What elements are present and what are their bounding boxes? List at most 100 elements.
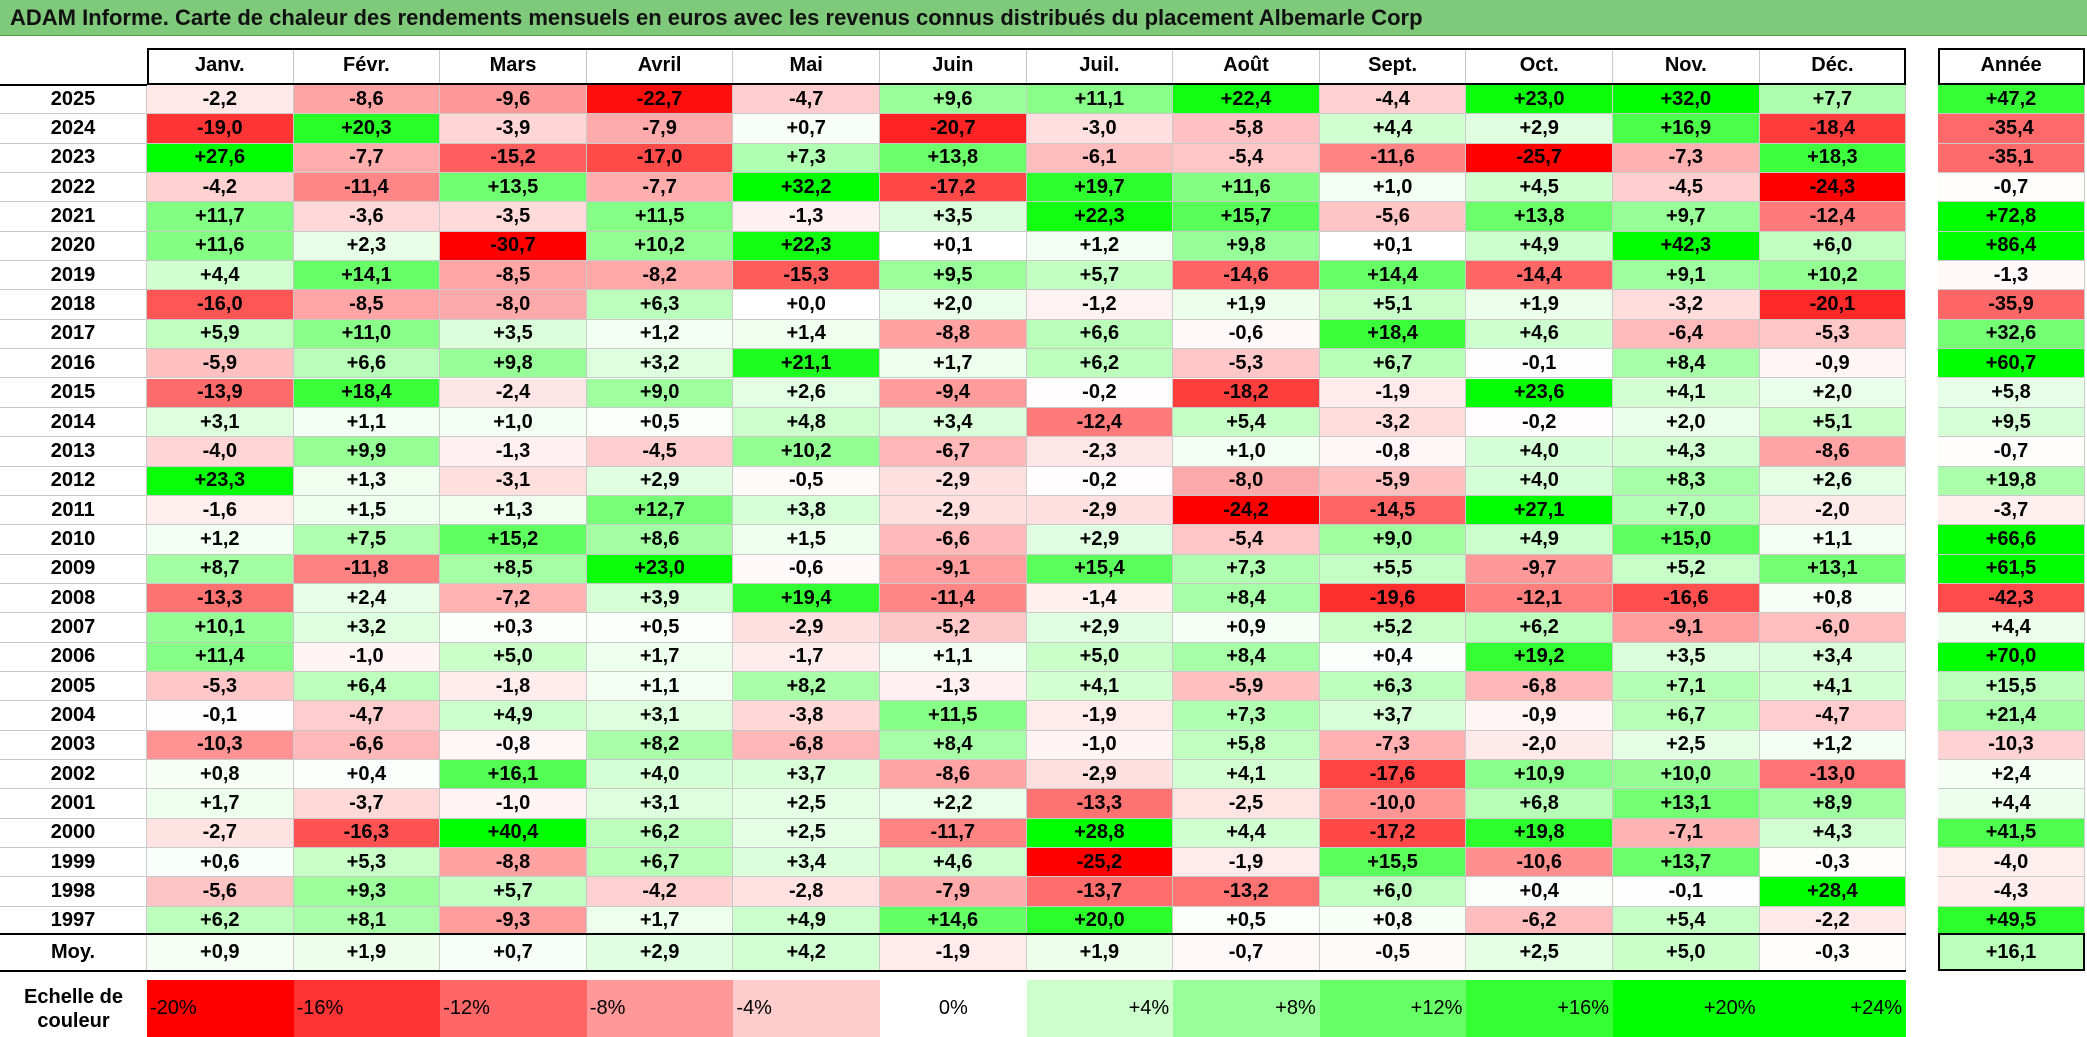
heatmap-cell: +13,1 bbox=[1613, 789, 1760, 819]
heatmap-cell: +5,3 bbox=[293, 848, 441, 878]
annual-cell: -35,9 bbox=[1938, 290, 2085, 320]
heatmap-cell: +0,9 bbox=[1173, 613, 1320, 643]
heatmap-cell: +6,4 bbox=[293, 672, 441, 702]
annual-cell: -0,7 bbox=[1938, 173, 2085, 203]
heatmap-cell: +10,2 bbox=[586, 231, 734, 262]
annual-cell: +15,5 bbox=[1938, 672, 2085, 702]
column-header-6: Juil. bbox=[1026, 48, 1174, 84]
column-header-5: Juin bbox=[880, 48, 1027, 84]
heatmap-cell: +4,4 bbox=[147, 261, 294, 291]
heatmap-cell: +6,0 bbox=[1759, 231, 1907, 262]
heatmap-cell: -7,7 bbox=[586, 173, 734, 203]
annual-cell: -0,7 bbox=[1938, 437, 2085, 467]
heatmap-cell: -5,8 bbox=[1173, 114, 1320, 144]
heatmap-cell: -18,4 bbox=[1759, 114, 1907, 144]
heatmap-cell: +1,1 bbox=[880, 642, 1027, 672]
heatmap-cell: +6,3 bbox=[1319, 672, 1467, 702]
heatmap-cell: -4,7 bbox=[293, 701, 441, 731]
heatmap-cell: -8,8 bbox=[880, 319, 1027, 350]
heatmap-cell: +4,0 bbox=[1466, 466, 1613, 496]
heatmap-cell: +2,0 bbox=[1613, 407, 1760, 438]
heatmap-cell: +0,8 bbox=[1759, 583, 1907, 614]
heatmap-cell: -11,4 bbox=[293, 173, 441, 203]
annual-cell: +9,5 bbox=[1938, 407, 2085, 438]
heatmap-cell: -5,4 bbox=[1173, 525, 1320, 555]
heatmap-cell: -4,5 bbox=[586, 437, 734, 467]
heatmap-cell: -5,6 bbox=[147, 877, 294, 907]
heatmap-cell: +9,9 bbox=[293, 437, 441, 467]
heatmap-cell: +6,2 bbox=[1026, 349, 1174, 379]
heatmap-cell: +42,3 bbox=[1613, 231, 1760, 262]
heatmap-cell: +19,2 bbox=[1466, 642, 1613, 672]
year-label: 2005 bbox=[0, 672, 147, 702]
heatmap-cell: +6,7 bbox=[586, 848, 734, 878]
heatmap-cell: -0,6 bbox=[1173, 319, 1320, 350]
heatmap-cell: -11,4 bbox=[880, 583, 1027, 614]
year-label: 2012 bbox=[0, 466, 147, 496]
annual-cell: -1,3 bbox=[1938, 261, 2085, 291]
heatmap-cell: +11,6 bbox=[147, 231, 294, 262]
heatmap-cell: +5,2 bbox=[1613, 554, 1760, 584]
heatmap-cell: +9,3 bbox=[293, 877, 441, 907]
heatmap-cell: +5,4 bbox=[1613, 906, 1760, 937]
heatmap-cell: -24,2 bbox=[1173, 495, 1320, 526]
legend-swatch: +4% bbox=[1026, 980, 1174, 1037]
heatmap-cell: -2,9 bbox=[880, 495, 1027, 526]
heatmap-cell: +15,5 bbox=[1319, 848, 1467, 878]
heatmap-cell: +5,1 bbox=[1759, 407, 1907, 438]
heatmap-cell: -14,6 bbox=[1173, 261, 1320, 291]
heatmap-cell: +3,4 bbox=[733, 848, 880, 878]
heatmap-cell: +18,3 bbox=[1759, 143, 1907, 174]
average-cell: +1,9 bbox=[1026, 934, 1174, 971]
heatmap-cell: -18,2 bbox=[1173, 378, 1320, 408]
year-label: 2022 bbox=[0, 173, 147, 203]
heatmap-cell: +1,7 bbox=[147, 789, 294, 819]
heatmap-cell: +5,4 bbox=[1173, 407, 1320, 438]
heatmap-cell: +2,5 bbox=[733, 789, 880, 819]
heatmap-cell: +3,1 bbox=[586, 701, 734, 731]
average-cell: +4,2 bbox=[733, 934, 880, 971]
heatmap-cell: +11,7 bbox=[147, 202, 294, 232]
year-label: 2000 bbox=[0, 818, 147, 849]
heatmap-cell: -1,7 bbox=[733, 642, 880, 672]
heatmap-cell: -10,3 bbox=[147, 730, 294, 761]
heatmap-cell: +3,7 bbox=[1319, 701, 1467, 731]
heatmap-cell: -6,8 bbox=[1466, 672, 1613, 702]
heatmap-cell: +2,5 bbox=[1613, 730, 1760, 761]
average-cell: +2,5 bbox=[1466, 934, 1613, 971]
heatmap-cell: -0,1 bbox=[1466, 349, 1613, 379]
heatmap-cell: +6,2 bbox=[586, 818, 734, 849]
heatmap-cell: -3,9 bbox=[440, 114, 587, 144]
heatmap-cell: -9,1 bbox=[880, 554, 1027, 584]
heatmap-cell: +4,1 bbox=[1173, 760, 1320, 790]
heatmap-cell: +4,0 bbox=[1466, 437, 1613, 467]
heatmap-cell: -19,0 bbox=[147, 114, 294, 144]
annual-cell: -3,7 bbox=[1938, 495, 2085, 526]
heatmap-cell: -17,6 bbox=[1319, 760, 1467, 790]
heatmap-cell: -12,1 bbox=[1466, 583, 1613, 614]
heatmap-cell: +8,5 bbox=[440, 554, 587, 584]
heatmap-cell: +15,0 bbox=[1613, 525, 1760, 555]
legend-swatch: -12% bbox=[440, 980, 587, 1037]
annual-cell: -35,1 bbox=[1938, 143, 2085, 174]
heatmap-cell: +3,2 bbox=[586, 349, 734, 379]
heatmap-cell: -2,3 bbox=[1026, 437, 1174, 467]
heatmap-cell: +0,5 bbox=[586, 407, 734, 438]
heatmap-cell: +3,2 bbox=[293, 613, 441, 643]
heatmap-cell: +6,2 bbox=[147, 906, 294, 937]
heatmap-cell: +3,8 bbox=[733, 495, 880, 526]
heatmap-cell: -2,8 bbox=[733, 877, 880, 907]
heatmap-cell: +15,2 bbox=[440, 525, 587, 555]
heatmap-cell: -9,6 bbox=[440, 85, 587, 115]
heatmap-cell: +6,0 bbox=[1319, 877, 1467, 907]
heatmap-cell: -17,0 bbox=[586, 143, 734, 174]
heatmap-cell: +20,0 bbox=[1026, 906, 1174, 937]
heatmap-cell: -22,7 bbox=[586, 85, 734, 115]
column-header-0: Janv. bbox=[147, 48, 294, 84]
annual-cell: -4,3 bbox=[1938, 877, 2085, 907]
heatmap-cell: -5,4 bbox=[1173, 143, 1320, 174]
heatmap-cell: +2,5 bbox=[733, 818, 880, 849]
heatmap-cell: +0,1 bbox=[1319, 231, 1467, 262]
year-label: 2003 bbox=[0, 730, 147, 761]
heatmap-cell: +3,9 bbox=[586, 583, 734, 614]
